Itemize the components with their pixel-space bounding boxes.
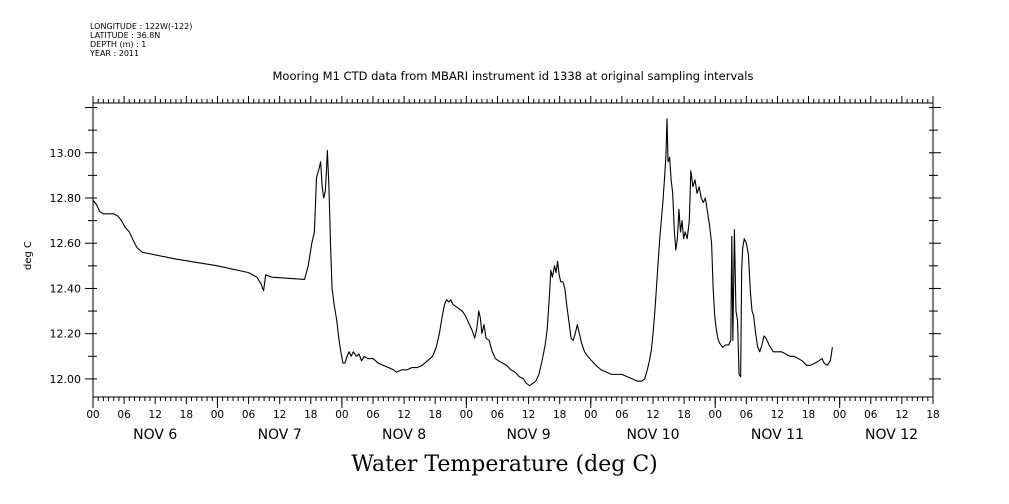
x-tick-label: 00 — [211, 409, 224, 421]
x-tick-label: 18 — [304, 409, 317, 421]
chart-title: Mooring M1 CTD data from MBARI instrumen… — [272, 69, 754, 83]
x-tick-label: 00 — [709, 409, 722, 421]
x-tick-label: 00 — [335, 409, 348, 421]
chart-bottom-title: Water Temperature (deg C) — [351, 452, 658, 477]
day-label: NOV 12 — [865, 427, 918, 443]
x-tick-label: 06 — [242, 409, 256, 421]
x-tick-label: 06 — [117, 409, 131, 421]
day-label: NOV 11 — [751, 427, 804, 443]
x-tick-label: 12 — [646, 409, 659, 421]
plot-border — [92, 102, 934, 398]
x-tick-label: 18 — [553, 409, 566, 421]
y-tick-label: 12.20 — [50, 328, 82, 341]
x-tick-label: 06 — [615, 409, 629, 421]
x-tick-label: 12 — [522, 409, 535, 421]
x-tick-label: 12 — [273, 409, 286, 421]
tick-group — [85, 96, 941, 408]
x-tick-label: 12 — [771, 409, 784, 421]
y-tick-label: 12.60 — [50, 237, 82, 250]
x-tick-label: 06 — [366, 409, 380, 421]
x-tick-label: 18 — [802, 409, 815, 421]
y-tick-label: 13.00 — [50, 147, 82, 160]
x-tick-label: 00 — [86, 409, 99, 421]
x-tick-label: 18 — [926, 409, 939, 421]
day-label: NOV 10 — [626, 427, 679, 443]
latitude-label: LATITUDE : 36.8N — [90, 31, 161, 40]
x-tick-label: 18 — [429, 409, 442, 421]
series-line — [92, 118, 833, 387]
y-tick-label: 12.00 — [50, 373, 82, 386]
series-group — [92, 118, 833, 387]
y-tick-label: 12.40 — [50, 282, 82, 295]
x-tick-label: 00 — [833, 409, 846, 421]
year-label: YEAR : 2011 — [90, 49, 140, 58]
x-tick-label: 06 — [740, 409, 754, 421]
day-label: NOV 9 — [506, 427, 550, 443]
day-label: NOV 7 — [258, 427, 302, 443]
longitude-label: LONGITUDE : 122W(-122) — [90, 22, 193, 31]
plot-frame — [92, 102, 934, 398]
y-tick-label: 12.80 — [50, 192, 82, 205]
x-tick-label: 00 — [460, 409, 473, 421]
day-label: NOV 8 — [382, 427, 426, 443]
x-tick-label: 00 — [584, 409, 597, 421]
metadata-block: LONGITUDE : 122W(-122) LATITUDE : 36.8N … — [90, 22, 192, 58]
depth-label: DEPTH (m) : 1 — [90, 40, 147, 49]
x-tick-label: 18 — [180, 409, 193, 421]
x-tick-label: 12 — [149, 409, 162, 421]
x-tick-label: 06 — [491, 409, 505, 421]
tick-labels: 12.00 12.20 12.40 12.60 12.80 13.00 00 06 12 18 00… — [50, 147, 940, 443]
x-tick-label: 06 — [864, 409, 878, 421]
day-label: NOV 6 — [133, 427, 177, 443]
x-tick-label: 12 — [397, 409, 410, 421]
x-tick-label: 18 — [677, 409, 690, 421]
x-tick-label: 12 — [895, 409, 908, 421]
